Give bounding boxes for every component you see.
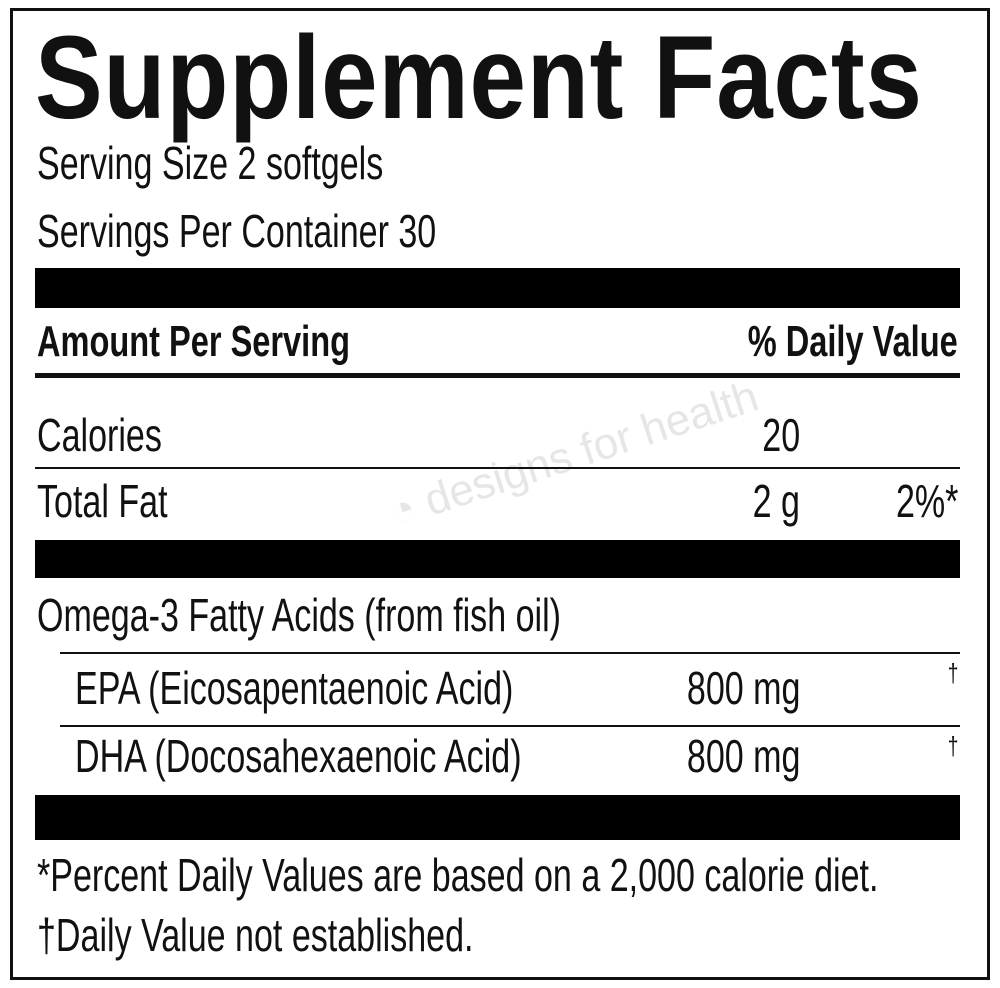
header-rule bbox=[35, 373, 960, 378]
sub-row-amount: 800 mg bbox=[686, 662, 800, 714]
omega3-group-label: Omega-3 Fatty Acids (from fish oil) bbox=[37, 589, 561, 641]
row-amount: 2 g bbox=[752, 475, 800, 527]
row-name: Total Fat bbox=[37, 475, 168, 527]
label-frame bbox=[10, 8, 990, 980]
row-rule bbox=[35, 467, 960, 469]
row-name: Calories bbox=[37, 409, 162, 461]
row-rule bbox=[60, 725, 960, 727]
sub-row-amount: 800 mg bbox=[686, 730, 800, 782]
sub-row-name: DHA (Docosahexaenoic Acid) bbox=[75, 730, 522, 782]
footnote-not-established: †Daily Value not established. bbox=[37, 909, 474, 961]
serving-size: Serving Size 2 softgels bbox=[37, 137, 384, 189]
row-dv: 2%* bbox=[895, 475, 958, 527]
daily-value-header: % Daily Value bbox=[748, 317, 958, 366]
sub-row-dv: † bbox=[947, 731, 958, 761]
thick-divider bbox=[35, 540, 960, 578]
sub-row-name: EPA (Eicosapentaenoic Acid) bbox=[75, 662, 514, 714]
thick-divider bbox=[35, 268, 960, 308]
label-title: Supplement Facts bbox=[35, 12, 923, 144]
footnote-daily-values: *Percent Daily Values are based on a 2,0… bbox=[37, 849, 879, 901]
amount-per-serving-header: Amount Per Serving bbox=[37, 317, 350, 366]
thick-divider bbox=[35, 795, 960, 840]
row-amount: 20 bbox=[762, 409, 800, 461]
servings-per-container: Servings Per Container 30 bbox=[37, 205, 437, 257]
sub-row-dv: † bbox=[947, 658, 958, 688]
row-rule bbox=[60, 652, 960, 654]
